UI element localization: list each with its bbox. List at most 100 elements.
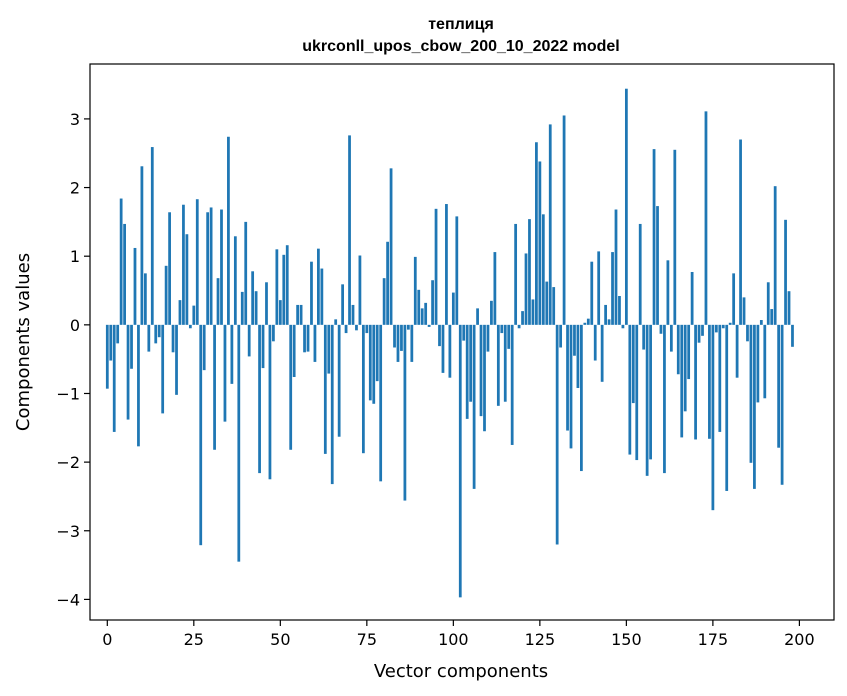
bar <box>694 324 697 440</box>
y-tick-label: −2 <box>56 453 80 472</box>
bar <box>514 223 518 325</box>
bar <box>732 273 736 325</box>
bar <box>666 260 670 325</box>
bar <box>427 324 431 327</box>
bar <box>583 322 587 325</box>
bar <box>631 324 635 404</box>
bar <box>223 324 227 422</box>
x-tick-label: 150 <box>611 630 642 649</box>
bar <box>275 249 279 325</box>
bar <box>438 324 441 347</box>
bar <box>413 256 417 325</box>
bar <box>351 304 355 325</box>
bar <box>323 324 327 454</box>
bar <box>763 324 767 399</box>
bar <box>140 166 144 325</box>
bar <box>683 324 687 412</box>
bar <box>171 324 175 353</box>
y-tick-label: −3 <box>56 522 80 541</box>
bar <box>725 324 729 491</box>
bar <box>272 324 275 342</box>
y-tick-label: 0 <box>70 316 80 335</box>
bar <box>597 251 601 325</box>
x-tick-label: 50 <box>270 630 290 649</box>
bar <box>448 324 452 378</box>
bar <box>586 318 590 325</box>
bar <box>545 281 549 325</box>
bar <box>192 305 196 325</box>
bar <box>455 216 459 325</box>
bar <box>213 324 216 450</box>
bar <box>701 324 704 336</box>
bar <box>746 324 749 342</box>
bar <box>209 207 213 325</box>
bar <box>244 221 248 325</box>
bar <box>753 324 756 489</box>
bar <box>206 212 210 325</box>
bar <box>424 302 428 325</box>
bar <box>483 324 486 432</box>
y-tick-label: 3 <box>70 110 80 129</box>
bar <box>306 324 310 352</box>
bar <box>164 265 168 325</box>
bar <box>521 311 524 325</box>
bar <box>185 234 189 325</box>
bar <box>618 296 621 325</box>
bar <box>458 324 462 598</box>
bar <box>320 268 324 325</box>
bar <box>137 324 140 447</box>
bar <box>344 324 348 334</box>
bar <box>445 204 448 325</box>
bar <box>659 324 663 334</box>
bar <box>258 324 261 474</box>
bar <box>714 324 718 333</box>
bar <box>282 254 286 325</box>
bar <box>251 271 255 325</box>
bar <box>559 324 563 348</box>
bar <box>195 199 199 325</box>
bar <box>749 324 753 463</box>
bar <box>711 324 715 511</box>
x-axis-label: Vector components <box>374 661 548 682</box>
bar <box>562 115 566 325</box>
bar <box>441 324 445 373</box>
bar <box>330 324 334 485</box>
bar <box>604 304 607 325</box>
bar <box>777 324 781 448</box>
bar <box>576 324 580 388</box>
bar <box>462 324 466 341</box>
bar <box>133 247 137 325</box>
bar <box>178 300 182 325</box>
bar <box>607 319 611 325</box>
bar <box>296 304 300 325</box>
bar <box>676 324 680 375</box>
bar <box>420 308 424 325</box>
bar <box>493 252 497 325</box>
bar <box>382 278 386 325</box>
bar <box>531 299 535 325</box>
bar <box>770 309 774 325</box>
bar <box>233 236 237 325</box>
bar <box>600 324 604 382</box>
bar <box>254 291 258 325</box>
bar <box>313 324 317 362</box>
bar <box>573 324 576 356</box>
bar <box>697 324 701 343</box>
bar <box>247 324 251 357</box>
plot-frame <box>89 63 835 621</box>
bar <box>268 324 272 480</box>
bar <box>199 324 203 546</box>
bar <box>784 219 787 325</box>
bar <box>507 324 511 349</box>
bar <box>642 324 646 350</box>
bar <box>431 280 434 325</box>
bar <box>593 324 597 361</box>
bar <box>289 324 293 450</box>
bar <box>119 198 123 325</box>
bar <box>759 320 763 325</box>
bar <box>476 308 479 325</box>
bar <box>490 300 493 325</box>
bar <box>348 135 351 325</box>
bar <box>503 324 507 402</box>
bar <box>261 324 265 369</box>
